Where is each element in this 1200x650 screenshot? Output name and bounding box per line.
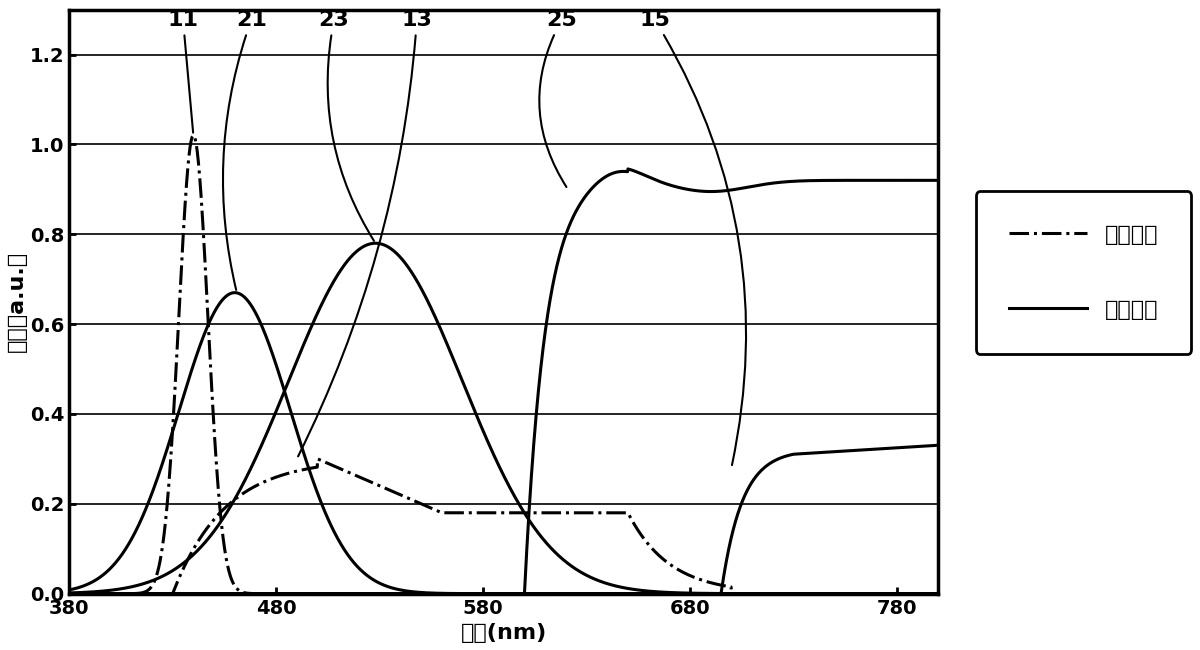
Text: 23: 23 [319, 10, 374, 241]
Text: 13: 13 [298, 10, 432, 456]
Text: 15: 15 [640, 10, 746, 465]
Text: 11: 11 [168, 10, 198, 133]
Y-axis label: 强度（a.u.）: 强度（a.u.） [7, 251, 26, 352]
Text: 25: 25 [539, 10, 577, 187]
X-axis label: 波长(nm): 波长(nm) [461, 623, 547, 643]
Legend: 发射频谱, 穿透频谱: 发射频谱, 穿透频谱 [976, 191, 1192, 354]
Text: 21: 21 [223, 10, 266, 290]
